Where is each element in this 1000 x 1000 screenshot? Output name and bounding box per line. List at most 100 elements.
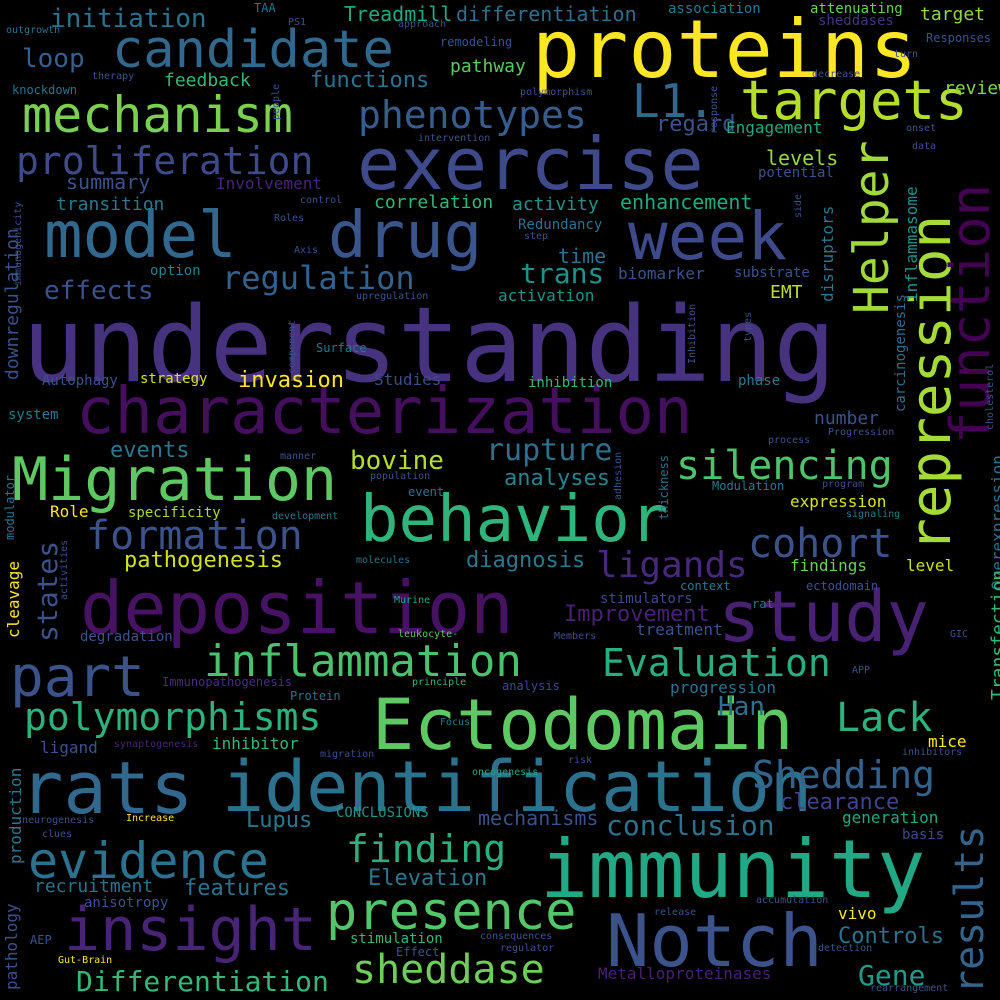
word: inhibitors	[902, 747, 963, 758]
word: features	[184, 876, 290, 901]
word: identification	[222, 746, 813, 828]
word: week	[628, 198, 787, 275]
word: invasion	[238, 368, 344, 393]
word: understanding	[22, 284, 836, 406]
word: sheddase	[352, 947, 545, 993]
word: Surface	[316, 341, 367, 355]
word: step	[524, 231, 549, 242]
word: ligand	[40, 738, 98, 757]
word: potential	[758, 165, 834, 181]
word: carcinogenesis	[893, 293, 909, 412]
word: progression	[670, 678, 776, 697]
word: anisotropy	[84, 895, 169, 911]
word: accumulation	[756, 895, 829, 906]
word: Gene	[858, 959, 926, 992]
word: stimulation	[350, 931, 443, 947]
word: outgrowth	[6, 25, 61, 36]
word: review	[944, 78, 1000, 99]
word: differentiation	[456, 2, 637, 26]
word: Transfection	[988, 569, 1000, 700]
word: program	[822, 479, 865, 490]
word: loop	[22, 44, 85, 74]
word: polymorphisms	[24, 695, 322, 739]
word: neurogenesis	[22, 815, 95, 826]
word: time	[558, 244, 607, 268]
word: presence	[326, 882, 577, 942]
word: Improvement	[564, 602, 710, 627]
word: activity	[512, 194, 599, 215]
word: detection	[818, 943, 873, 954]
word: Metalloproteinases	[598, 964, 772, 983]
word: approach	[398, 19, 447, 30]
word: deposition	[80, 566, 514, 650]
word: data	[912, 141, 937, 152]
word: cholesterol	[985, 363, 996, 430]
word: initiation	[50, 4, 207, 34]
word: inhibitor	[212, 734, 299, 753]
word: APP	[852, 665, 871, 676]
word: regulator	[500, 943, 555, 954]
word: remodeling	[440, 35, 513, 49]
word: bovine	[350, 446, 444, 476]
word: sheddases	[818, 13, 894, 29]
word: activities	[59, 539, 70, 600]
word: regard	[656, 112, 736, 137]
word: part	[10, 645, 145, 710]
word: context	[680, 579, 731, 593]
word: Ectodomain	[372, 684, 794, 766]
word: GIC	[950, 629, 969, 640]
word: knockdown	[12, 83, 78, 97]
word: development	[272, 511, 339, 522]
word: signaling	[846, 509, 901, 520]
word: basis	[902, 827, 945, 843]
word: leukocyte-	[398, 629, 459, 640]
word: conclusion	[606, 809, 775, 842]
word: treatment	[636, 620, 723, 639]
word: immunity	[540, 823, 926, 916]
word: mice	[928, 732, 967, 751]
word: proteins	[532, 3, 918, 96]
word: option	[150, 263, 201, 279]
word: association	[668, 1, 761, 17]
word: thickness	[657, 454, 671, 520]
word: states	[31, 540, 64, 642]
word: turn	[894, 49, 919, 60]
word: drug	[328, 199, 483, 273]
word: findings	[790, 556, 868, 575]
word: Differentiation	[76, 965, 329, 998]
word: phase	[738, 373, 781, 389]
word: targets	[740, 69, 968, 132]
word: risk	[568, 755, 593, 766]
word: vivo	[838, 904, 877, 923]
word: Lack	[836, 695, 933, 741]
word: biomarker	[618, 264, 705, 283]
word: finding	[346, 827, 507, 871]
word: Notch	[606, 899, 823, 983]
word: analysis	[502, 679, 560, 693]
word: PS1	[288, 17, 307, 28]
word: types	[743, 311, 754, 342]
word: adhesion	[613, 451, 624, 500]
word: Migration	[12, 445, 338, 515]
word: regulation	[222, 259, 415, 297]
word: Progression	[828, 427, 895, 438]
word: Murine	[394, 595, 431, 606]
word: insight	[64, 895, 317, 965]
word: Focus	[440, 717, 471, 728]
word: model	[44, 199, 237, 273]
word: candidate	[112, 20, 394, 80]
word: feedback	[164, 70, 251, 91]
word: clearance	[780, 790, 900, 815]
word: cleavage	[4, 560, 23, 638]
word: functions	[310, 68, 430, 93]
word: Evaluation	[602, 641, 831, 685]
word: rats	[20, 746, 194, 830]
word: consequences	[480, 931, 553, 942]
word: specificity	[128, 505, 221, 521]
word: analyses	[504, 466, 610, 491]
word: oncogenesis	[472, 767, 539, 778]
word: disruptors	[818, 205, 837, 302]
word: AEP	[30, 933, 52, 947]
word: system	[8, 407, 59, 423]
word: trans	[520, 257, 605, 290]
